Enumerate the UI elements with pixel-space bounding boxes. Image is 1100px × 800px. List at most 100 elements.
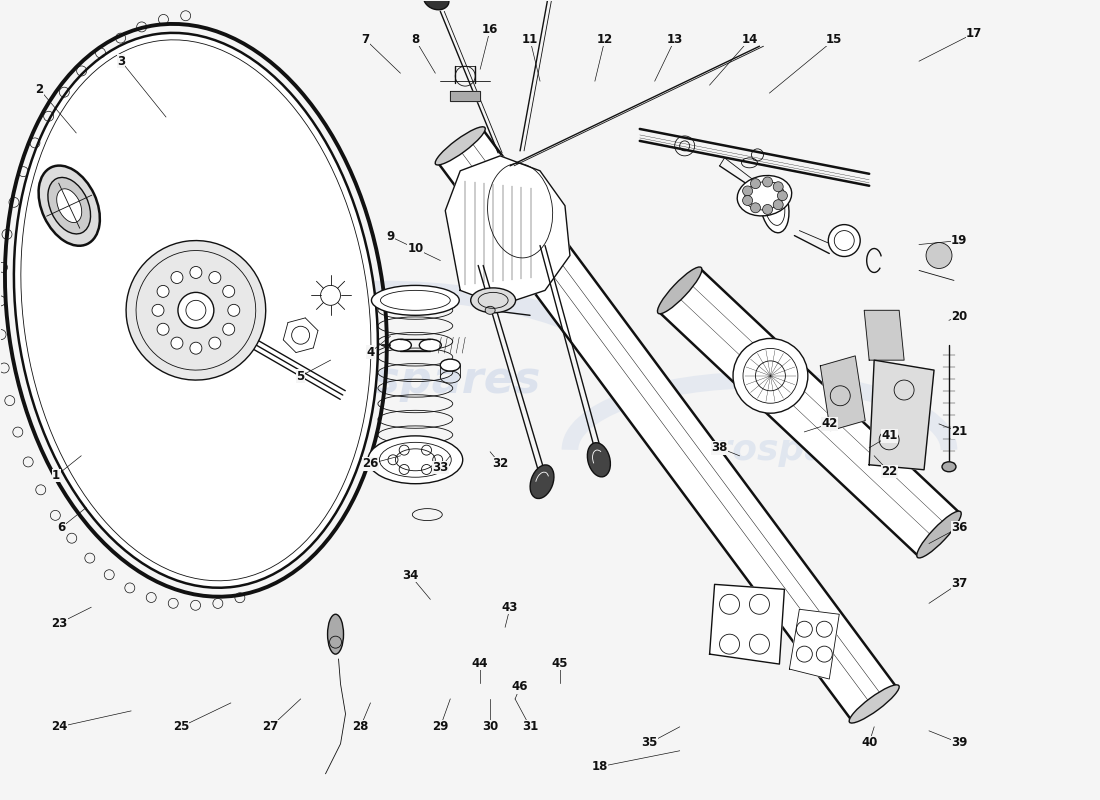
Text: eurospares: eurospares bbox=[260, 358, 541, 402]
Circle shape bbox=[170, 337, 183, 349]
Text: 35: 35 bbox=[641, 736, 658, 750]
Text: 27: 27 bbox=[263, 720, 278, 734]
Text: 34: 34 bbox=[403, 569, 418, 582]
Ellipse shape bbox=[828, 225, 860, 257]
Circle shape bbox=[762, 205, 772, 214]
Text: 26: 26 bbox=[362, 458, 378, 470]
Text: 13: 13 bbox=[667, 33, 683, 46]
Polygon shape bbox=[450, 91, 481, 101]
Circle shape bbox=[750, 203, 760, 213]
Text: 6: 6 bbox=[57, 521, 65, 534]
Text: 2: 2 bbox=[35, 82, 43, 95]
Ellipse shape bbox=[737, 175, 792, 216]
Ellipse shape bbox=[733, 338, 807, 414]
Text: 14: 14 bbox=[741, 33, 758, 46]
Ellipse shape bbox=[485, 306, 495, 314]
Text: 10: 10 bbox=[407, 242, 424, 255]
Text: 39: 39 bbox=[950, 736, 967, 750]
Circle shape bbox=[742, 186, 752, 196]
Ellipse shape bbox=[368, 436, 463, 484]
Text: 16: 16 bbox=[482, 22, 498, 36]
Ellipse shape bbox=[372, 286, 459, 315]
Polygon shape bbox=[865, 310, 904, 360]
Circle shape bbox=[222, 286, 234, 298]
Circle shape bbox=[157, 323, 169, 335]
Text: 20: 20 bbox=[950, 310, 967, 322]
Ellipse shape bbox=[849, 685, 899, 723]
Text: 8: 8 bbox=[411, 33, 419, 46]
Circle shape bbox=[750, 178, 760, 189]
Ellipse shape bbox=[419, 339, 441, 351]
Polygon shape bbox=[446, 156, 570, 306]
Ellipse shape bbox=[942, 462, 956, 472]
Text: 7: 7 bbox=[362, 33, 370, 46]
Text: 18: 18 bbox=[592, 760, 608, 774]
Text: 30: 30 bbox=[482, 720, 498, 734]
Circle shape bbox=[209, 271, 221, 283]
Text: 22: 22 bbox=[881, 466, 898, 478]
Text: 9: 9 bbox=[386, 230, 395, 243]
Text: 31: 31 bbox=[521, 720, 538, 734]
Circle shape bbox=[209, 337, 221, 349]
Text: 45: 45 bbox=[552, 657, 569, 670]
Ellipse shape bbox=[328, 614, 343, 654]
Circle shape bbox=[222, 323, 234, 335]
Text: 12: 12 bbox=[596, 33, 613, 46]
Text: 44: 44 bbox=[472, 657, 488, 670]
Circle shape bbox=[157, 286, 169, 298]
Text: 42: 42 bbox=[821, 418, 837, 430]
Polygon shape bbox=[821, 356, 866, 430]
Circle shape bbox=[773, 182, 783, 192]
Text: 29: 29 bbox=[432, 720, 449, 734]
Text: 1: 1 bbox=[52, 470, 60, 482]
Text: 36: 36 bbox=[950, 521, 967, 534]
Circle shape bbox=[190, 342, 202, 354]
Circle shape bbox=[773, 200, 783, 210]
Circle shape bbox=[778, 190, 788, 201]
Text: 41: 41 bbox=[881, 430, 898, 442]
Text: 3: 3 bbox=[117, 54, 125, 68]
Ellipse shape bbox=[14, 33, 378, 588]
Circle shape bbox=[926, 242, 952, 269]
Circle shape bbox=[178, 292, 213, 328]
Ellipse shape bbox=[530, 465, 554, 498]
Text: 23: 23 bbox=[51, 617, 67, 630]
Text: 37: 37 bbox=[950, 577, 967, 590]
Text: eurospares: eurospares bbox=[666, 433, 893, 467]
Circle shape bbox=[170, 271, 183, 283]
Ellipse shape bbox=[389, 339, 411, 351]
Circle shape bbox=[742, 195, 752, 206]
Text: 38: 38 bbox=[712, 442, 728, 454]
Polygon shape bbox=[710, 584, 784, 664]
Text: 40: 40 bbox=[861, 736, 878, 750]
Text: 46: 46 bbox=[512, 681, 528, 694]
Text: 25: 25 bbox=[173, 720, 189, 734]
Text: 43: 43 bbox=[502, 601, 518, 614]
Ellipse shape bbox=[48, 178, 90, 234]
Ellipse shape bbox=[126, 241, 266, 380]
Text: 19: 19 bbox=[950, 234, 967, 247]
Polygon shape bbox=[659, 269, 959, 556]
Polygon shape bbox=[790, 610, 839, 679]
Ellipse shape bbox=[424, 0, 449, 10]
Polygon shape bbox=[869, 360, 934, 470]
Ellipse shape bbox=[39, 166, 100, 246]
Text: 32: 32 bbox=[492, 458, 508, 470]
Ellipse shape bbox=[658, 267, 702, 314]
Ellipse shape bbox=[587, 442, 610, 477]
Circle shape bbox=[190, 266, 202, 278]
Ellipse shape bbox=[760, 178, 789, 233]
Ellipse shape bbox=[440, 359, 460, 371]
Circle shape bbox=[762, 177, 772, 187]
Ellipse shape bbox=[436, 126, 485, 165]
Ellipse shape bbox=[57, 189, 81, 222]
Circle shape bbox=[152, 304, 164, 316]
Text: 5: 5 bbox=[297, 370, 305, 382]
Text: 33: 33 bbox=[432, 462, 449, 474]
Ellipse shape bbox=[916, 511, 961, 558]
Text: 24: 24 bbox=[51, 720, 67, 734]
Ellipse shape bbox=[471, 288, 516, 313]
Text: 4: 4 bbox=[366, 346, 375, 358]
Text: 17: 17 bbox=[966, 26, 982, 40]
Text: 21: 21 bbox=[950, 426, 967, 438]
